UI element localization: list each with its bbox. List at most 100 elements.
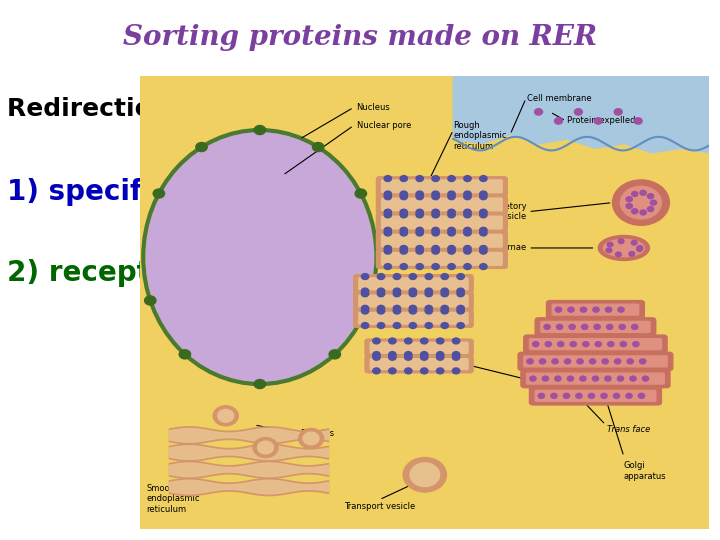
Circle shape <box>452 368 460 374</box>
Circle shape <box>606 325 613 329</box>
Circle shape <box>416 212 423 218</box>
Circle shape <box>329 350 341 359</box>
FancyBboxPatch shape <box>518 352 672 370</box>
Circle shape <box>384 264 392 269</box>
Circle shape <box>420 338 428 344</box>
Circle shape <box>464 248 471 254</box>
Circle shape <box>613 180 670 225</box>
FancyBboxPatch shape <box>526 373 665 384</box>
Circle shape <box>361 288 369 294</box>
FancyBboxPatch shape <box>377 249 508 268</box>
Ellipse shape <box>603 239 644 256</box>
Circle shape <box>480 227 487 233</box>
Circle shape <box>432 246 439 251</box>
Circle shape <box>400 227 408 233</box>
Circle shape <box>361 305 369 311</box>
Circle shape <box>580 376 586 381</box>
FancyBboxPatch shape <box>382 234 502 247</box>
Circle shape <box>464 194 471 200</box>
Circle shape <box>441 322 449 328</box>
Circle shape <box>602 359 608 364</box>
Polygon shape <box>454 76 709 153</box>
Circle shape <box>364 296 375 305</box>
Circle shape <box>384 194 392 200</box>
Circle shape <box>377 308 384 314</box>
Circle shape <box>626 393 632 399</box>
Circle shape <box>631 240 637 245</box>
Circle shape <box>409 322 417 328</box>
Circle shape <box>544 325 550 329</box>
Circle shape <box>393 308 400 314</box>
Circle shape <box>432 194 439 200</box>
Circle shape <box>636 247 642 252</box>
Text: 2) receptors: 2) receptors <box>7 259 199 287</box>
Text: 1) specific motif: 1) specific motif <box>7 178 261 206</box>
Circle shape <box>614 109 622 115</box>
Circle shape <box>432 227 439 233</box>
Circle shape <box>373 338 380 344</box>
Circle shape <box>605 376 611 381</box>
Circle shape <box>621 186 662 219</box>
Circle shape <box>361 322 369 328</box>
Text: :: : <box>554 97 564 121</box>
FancyBboxPatch shape <box>359 295 468 307</box>
Circle shape <box>389 354 396 360</box>
Circle shape <box>457 308 464 314</box>
Circle shape <box>595 342 601 347</box>
Circle shape <box>416 194 423 200</box>
Circle shape <box>312 143 324 152</box>
Circle shape <box>448 264 455 269</box>
Circle shape <box>389 368 396 374</box>
Circle shape <box>552 359 558 364</box>
Circle shape <box>400 230 408 236</box>
Circle shape <box>457 291 464 297</box>
Circle shape <box>557 325 563 329</box>
Circle shape <box>637 246 643 250</box>
Circle shape <box>480 230 487 236</box>
Circle shape <box>432 230 439 236</box>
Circle shape <box>393 322 400 328</box>
Circle shape <box>258 441 274 454</box>
Text: Nucleus: Nucleus <box>356 103 390 112</box>
FancyBboxPatch shape <box>354 275 473 293</box>
Circle shape <box>425 288 433 294</box>
Circle shape <box>373 352 380 357</box>
Circle shape <box>436 338 444 344</box>
Circle shape <box>594 325 600 329</box>
Circle shape <box>608 342 614 347</box>
Circle shape <box>642 376 649 381</box>
Circle shape <box>409 308 417 314</box>
Circle shape <box>448 176 455 181</box>
Circle shape <box>217 409 234 422</box>
Text: Trans face: Trans face <box>607 425 650 434</box>
Circle shape <box>432 212 439 218</box>
Circle shape <box>436 352 444 357</box>
FancyBboxPatch shape <box>546 301 644 319</box>
Circle shape <box>647 206 654 212</box>
Circle shape <box>457 288 464 294</box>
Circle shape <box>448 246 455 251</box>
Circle shape <box>377 291 384 297</box>
FancyBboxPatch shape <box>382 253 502 265</box>
Circle shape <box>464 230 471 236</box>
Circle shape <box>416 176 423 181</box>
Circle shape <box>613 393 620 399</box>
Circle shape <box>640 210 647 215</box>
Circle shape <box>254 380 266 389</box>
Circle shape <box>400 191 408 197</box>
FancyBboxPatch shape <box>359 278 468 289</box>
Circle shape <box>627 359 634 364</box>
Circle shape <box>409 274 417 280</box>
Circle shape <box>534 109 543 115</box>
Circle shape <box>617 376 624 381</box>
Circle shape <box>631 209 638 214</box>
Circle shape <box>618 239 624 244</box>
Circle shape <box>425 308 433 314</box>
Circle shape <box>432 248 439 254</box>
Circle shape <box>568 307 574 312</box>
Ellipse shape <box>146 132 374 382</box>
Circle shape <box>480 264 487 269</box>
Circle shape <box>464 246 471 251</box>
Circle shape <box>634 118 642 124</box>
Circle shape <box>441 291 449 297</box>
